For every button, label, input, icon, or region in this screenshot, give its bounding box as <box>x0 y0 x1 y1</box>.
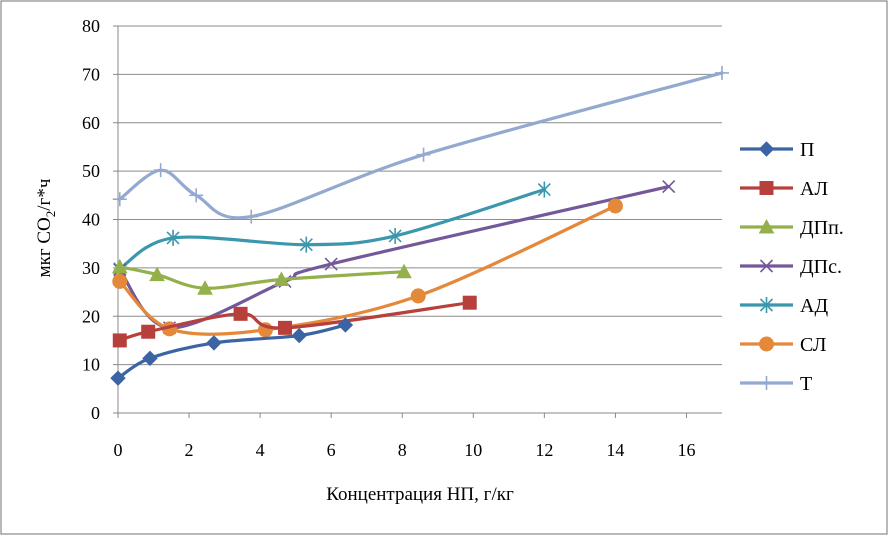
series-1-point-4 <box>291 327 307 344</box>
series-6 <box>112 198 623 338</box>
legend-item-2: АЛ <box>740 178 828 200</box>
series-3-point-4 <box>273 271 290 286</box>
legend-marker-4 <box>759 259 774 273</box>
y-tick-label-0: 0 <box>91 403 100 423</box>
series-3-point-1 <box>111 258 128 274</box>
y-axis-label-subscript: 2 <box>43 211 58 218</box>
series-7-point-4 <box>244 209 259 224</box>
legend-marker-2 <box>759 181 774 195</box>
series-7 <box>112 65 729 224</box>
series-5-point-5 <box>537 181 551 198</box>
legend-label-4: ДПс. <box>800 256 842 278</box>
y-tick-label-40: 40 <box>82 210 100 230</box>
y-tick-label-30: 30 <box>82 258 100 278</box>
series-line-3 <box>118 265 406 290</box>
series-6-point-5 <box>607 198 623 214</box>
legend-label-6: СЛ <box>800 334 826 356</box>
y-tick-label-20: 20 <box>82 306 100 326</box>
series-1-point-1 <box>110 370 126 386</box>
legend-item-7: Т <box>740 373 812 395</box>
series-2-point-4 <box>277 320 292 335</box>
x-tick-label-10: 10 <box>464 440 482 460</box>
series-5-point-2 <box>166 229 180 246</box>
series-6-point-1 <box>112 273 128 289</box>
series-6-point-4 <box>410 288 426 304</box>
legend-item-6: СЛ <box>740 334 826 356</box>
legend: П АЛ ДПп. ДПс. АД СЛ Т <box>740 139 844 395</box>
series-5-point-4 <box>388 227 402 244</box>
series-1-point-3 <box>206 335 222 351</box>
legend-label-5: АД <box>800 295 828 317</box>
x-tick-label-8: 8 <box>398 440 407 460</box>
series-3 <box>111 258 412 295</box>
x-tick-label-6: 6 <box>327 440 336 460</box>
x-tick-label-2: 2 <box>185 440 194 460</box>
series-7-point-5 <box>416 147 431 162</box>
series-2-point-3 <box>233 306 248 321</box>
legend-item-1: П <box>740 139 814 161</box>
legend-marker-7 <box>759 376 774 390</box>
y-axis-label-main: мкг CO <box>34 217 55 277</box>
y-axis-label: мкг CO2/г*ч <box>34 178 58 277</box>
legend-label-2: АЛ <box>800 178 828 200</box>
series-1-point-2 <box>142 350 158 367</box>
series-2-point-2 <box>141 324 156 339</box>
legend-marker-6 <box>759 336 774 352</box>
y-tick-label-10: 10 <box>82 355 100 375</box>
series-1-point-5 <box>337 317 354 333</box>
y-tick-labels: 0 10 20 30 40 50 60 70 80 <box>82 16 118 423</box>
series-4-point-4 <box>324 257 338 271</box>
legend-item-3: ДПп. <box>740 217 844 239</box>
x-tick-labels: 0 2 4 6 8 10 12 14 16 <box>114 413 695 460</box>
series-7-point-3 <box>189 188 204 203</box>
series-2 <box>112 295 477 348</box>
series-3-point-3 <box>197 280 213 295</box>
series-1 <box>110 317 354 386</box>
legend-item-4: ДПс. <box>740 256 842 278</box>
legend-label-3: ДПп. <box>800 217 844 239</box>
series-2-point-1 <box>112 333 127 348</box>
legend-label-1: П <box>800 139 814 161</box>
series-group <box>110 65 729 386</box>
x-axis-label: Концентрация НП, г/кг <box>326 484 514 505</box>
y-axis-label-tail: /г*ч <box>34 178 55 211</box>
series-5-point-3 <box>299 236 313 253</box>
series-3-point-2 <box>149 266 165 282</box>
legend-label-7: Т <box>800 373 812 395</box>
series-2-point-5 <box>462 295 477 310</box>
series-7-point-6 <box>715 65 729 80</box>
legend-item-5: АД <box>740 295 828 317</box>
x-tick-label-12: 12 <box>535 440 553 460</box>
x-tick-label-14: 14 <box>606 440 624 460</box>
x-tick-label-4: 4 <box>256 440 265 460</box>
legend-marker-3 <box>758 218 775 234</box>
y-tick-label-50: 50 <box>82 161 100 181</box>
series-7-point-1 <box>112 192 127 207</box>
series-4-point-5 <box>662 180 676 194</box>
x-tick-label-0: 0 <box>114 440 123 460</box>
series-7-point-2 <box>153 163 168 178</box>
legend-marker-1 <box>758 141 775 157</box>
series-3-point-5 <box>396 263 412 279</box>
x-tick-label-16: 16 <box>677 440 695 460</box>
y-tick-label-80: 80 <box>82 16 100 36</box>
legend-marker-5 <box>759 297 774 313</box>
y-tick-label-70: 70 <box>82 64 100 84</box>
y-tick-label-60: 60 <box>82 113 100 133</box>
